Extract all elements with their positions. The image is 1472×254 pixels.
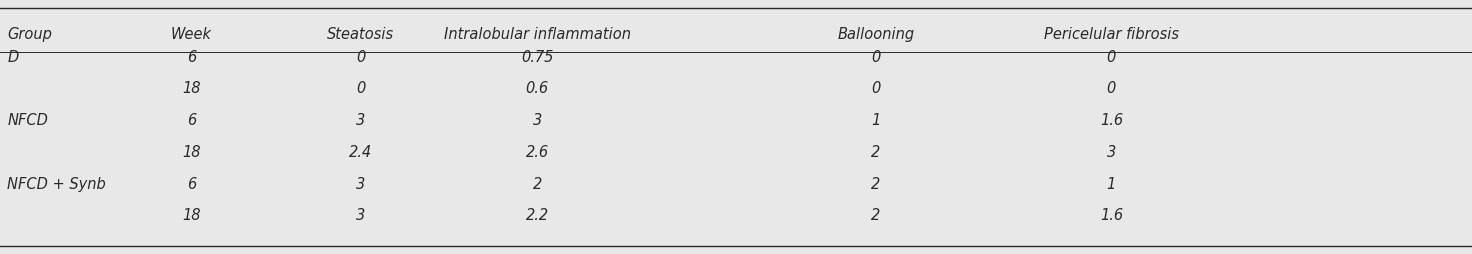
Text: 2: 2 xyxy=(871,177,880,192)
Text: 18: 18 xyxy=(183,208,200,224)
Text: D: D xyxy=(7,50,19,65)
Text: 2: 2 xyxy=(533,177,542,192)
Text: 0: 0 xyxy=(356,50,365,65)
Text: 3: 3 xyxy=(356,208,365,224)
Text: 0: 0 xyxy=(1107,81,1116,97)
Text: 1: 1 xyxy=(1107,177,1116,192)
Text: 0: 0 xyxy=(1107,50,1116,65)
Text: 0.6: 0.6 xyxy=(526,81,549,97)
Text: 0: 0 xyxy=(871,81,880,97)
Text: 6: 6 xyxy=(187,50,196,65)
Text: 2.6: 2.6 xyxy=(526,145,549,160)
Text: 6: 6 xyxy=(187,113,196,128)
Text: Week: Week xyxy=(171,27,212,42)
Text: 18: 18 xyxy=(183,145,200,160)
Text: 1: 1 xyxy=(871,113,880,128)
Text: 1.6: 1.6 xyxy=(1100,113,1123,128)
Text: 18: 18 xyxy=(183,81,200,97)
Text: Group: Group xyxy=(7,27,52,42)
Text: 3: 3 xyxy=(533,113,542,128)
Text: 0: 0 xyxy=(871,50,880,65)
Text: 1.6: 1.6 xyxy=(1100,208,1123,224)
Text: 3: 3 xyxy=(356,177,365,192)
Text: 2.2: 2.2 xyxy=(526,208,549,224)
Text: 2: 2 xyxy=(871,208,880,224)
Text: Steatosis: Steatosis xyxy=(327,27,394,42)
Text: NFCD: NFCD xyxy=(7,113,49,128)
Text: 2: 2 xyxy=(871,145,880,160)
Text: 3: 3 xyxy=(356,113,365,128)
Text: NFCD + Synb: NFCD + Synb xyxy=(7,177,106,192)
Text: Ballooning: Ballooning xyxy=(838,27,914,42)
Text: Intralobular inflammation: Intralobular inflammation xyxy=(443,27,631,42)
Text: 6: 6 xyxy=(187,177,196,192)
Text: 0.75: 0.75 xyxy=(521,50,553,65)
Text: 0: 0 xyxy=(356,81,365,97)
Text: 3: 3 xyxy=(1107,145,1116,160)
Text: 2.4: 2.4 xyxy=(349,145,372,160)
Text: Pericelular fibrosis: Pericelular fibrosis xyxy=(1044,27,1179,42)
